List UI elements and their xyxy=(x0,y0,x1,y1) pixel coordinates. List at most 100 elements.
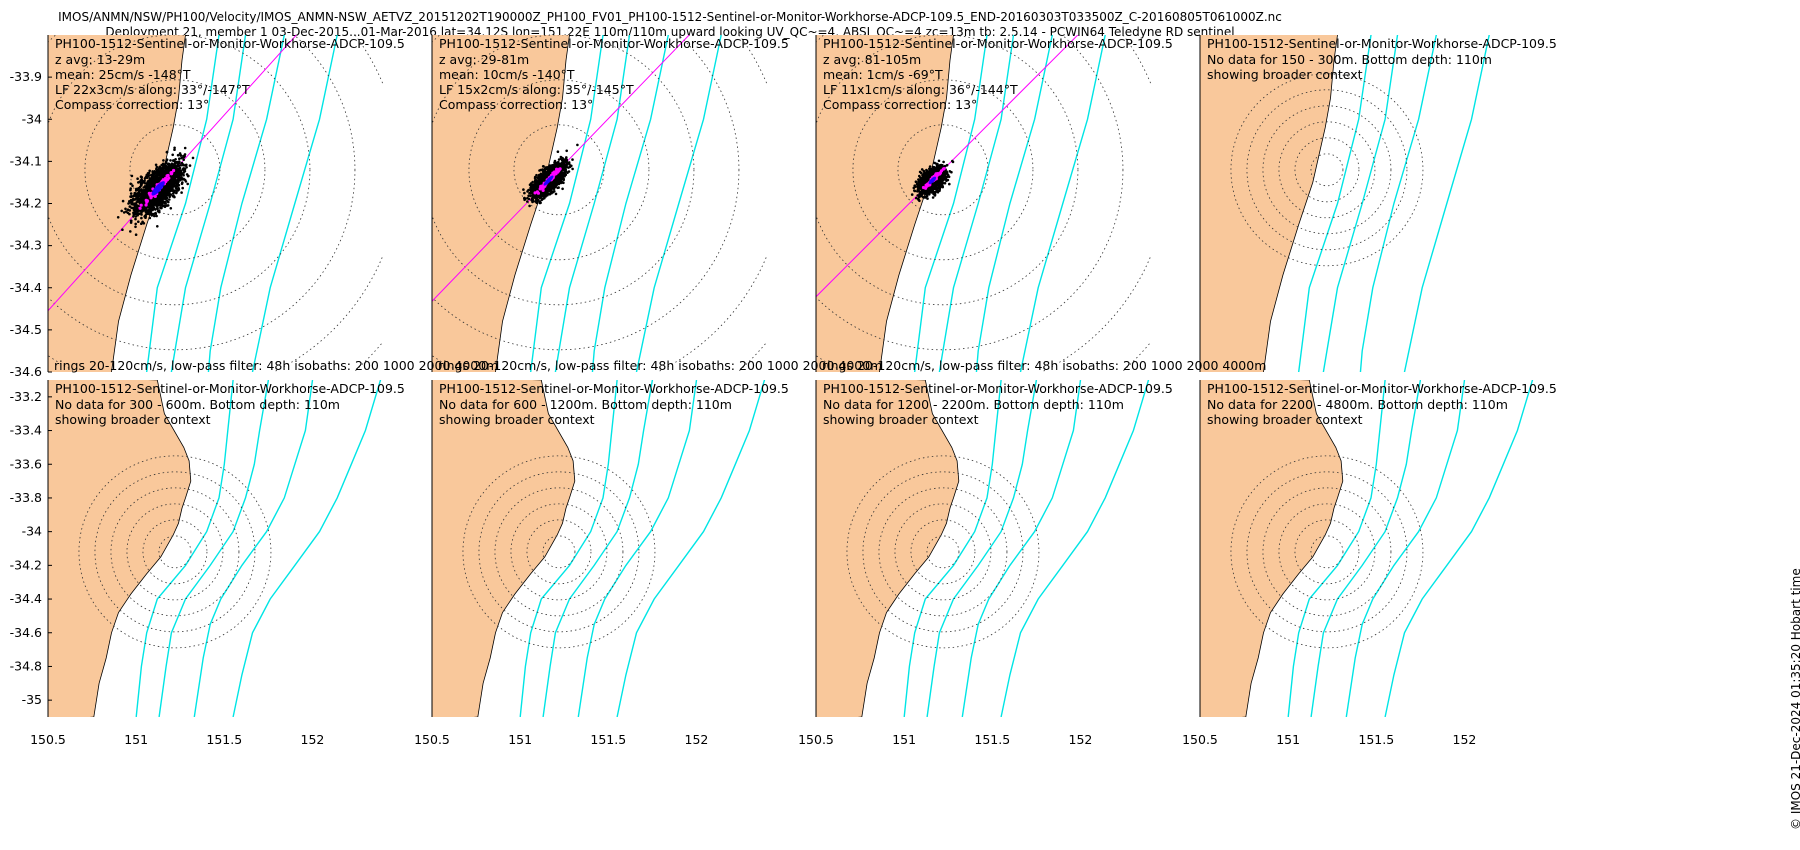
scatter-point xyxy=(155,214,158,218)
scatter-point xyxy=(136,177,139,180)
scatter-point xyxy=(181,186,184,190)
scatter-point xyxy=(129,187,132,190)
scatter-point xyxy=(186,182,189,186)
isobath-200m xyxy=(145,35,220,372)
scatter-point xyxy=(121,228,124,231)
lowpass-point xyxy=(144,198,148,202)
scatter-point xyxy=(129,221,133,224)
scatter-point xyxy=(571,167,574,171)
scatter-point xyxy=(134,222,137,226)
scatter-point xyxy=(535,179,538,183)
scatter-point xyxy=(176,170,179,173)
lowpass-point xyxy=(557,169,561,173)
lowpass-point xyxy=(539,185,543,189)
scatter-point xyxy=(172,183,175,187)
scatter-point xyxy=(170,187,174,191)
scatter-point xyxy=(562,175,565,178)
isobath-200m xyxy=(913,35,988,372)
scatter-point xyxy=(164,191,167,195)
scatter-point xyxy=(179,164,183,167)
scatter-point xyxy=(551,190,554,194)
scatter-point xyxy=(538,178,541,181)
variance-ellipse xyxy=(543,175,554,186)
isobath-2000m xyxy=(591,35,670,372)
scatter-point xyxy=(159,168,163,172)
scatter-point xyxy=(186,174,190,178)
figure-header-line1: IMOS/ANMN/NSW/PH100/Velocity/IMOS_ANMN-N… xyxy=(58,10,1282,24)
scatter-point xyxy=(134,202,137,206)
scatter-point xyxy=(164,171,167,175)
scatter-point xyxy=(179,153,182,157)
scatter-point xyxy=(177,164,180,168)
scatter-point xyxy=(176,153,180,157)
panel-info-line: Compass correction: 13° xyxy=(439,97,593,112)
scatter-point xyxy=(134,233,138,236)
speed-ring xyxy=(852,79,1034,261)
scatter-point xyxy=(129,192,133,195)
scatter-point xyxy=(148,184,152,188)
speed-ring xyxy=(48,35,311,306)
lowpass-point xyxy=(165,174,169,178)
scatter-point xyxy=(130,195,133,198)
scatter-point xyxy=(543,178,546,182)
scatter-point xyxy=(169,166,173,170)
scatter-point xyxy=(182,171,185,174)
scatter-point xyxy=(147,174,151,177)
scatter-point xyxy=(155,165,159,169)
isobath-2000m xyxy=(207,35,286,372)
scatter-point xyxy=(945,163,949,167)
scatter-point xyxy=(561,187,564,191)
scatter-point xyxy=(168,198,171,201)
scatter-point xyxy=(148,216,152,220)
scatter-point xyxy=(522,188,525,191)
scatter-point xyxy=(567,166,570,169)
land-mass xyxy=(48,35,186,372)
scatter-point xyxy=(920,168,924,171)
speed-ring xyxy=(816,35,1079,306)
lowpass-point xyxy=(139,203,143,207)
scatter-point xyxy=(540,194,543,197)
scatter-point xyxy=(140,213,143,216)
scatter-point xyxy=(523,196,526,200)
scatter-point xyxy=(171,174,174,178)
scatter-point xyxy=(188,164,192,167)
scatter-point xyxy=(138,189,141,192)
scatter-point xyxy=(161,190,164,194)
speed-ring xyxy=(897,124,989,216)
scatter-point xyxy=(532,187,535,191)
scatter-point xyxy=(153,202,157,206)
scatter-point xyxy=(553,159,557,163)
scatter-point xyxy=(140,222,143,225)
lowpass-point xyxy=(167,176,171,180)
scatter-point xyxy=(563,160,567,163)
speed-ring xyxy=(816,35,1124,351)
scatter-point xyxy=(169,207,173,210)
scatter-point xyxy=(159,206,162,210)
scatter-point xyxy=(136,188,139,191)
scatter-point xyxy=(128,201,132,204)
scatter-point xyxy=(533,175,537,179)
scatter-point xyxy=(555,165,558,168)
scatter-point xyxy=(566,162,569,165)
scatter-point xyxy=(541,165,545,168)
scatter-point xyxy=(183,169,186,172)
scatter-point xyxy=(544,166,548,169)
scatter-point xyxy=(128,212,131,216)
scatter-point xyxy=(146,209,149,213)
scatter-point xyxy=(153,181,156,184)
scatter-point xyxy=(152,212,155,216)
scatter-point xyxy=(181,163,185,166)
scatter-point xyxy=(182,158,185,162)
scatter-point xyxy=(566,171,569,174)
scatter-point xyxy=(159,196,163,200)
isobath-1000m xyxy=(170,35,247,372)
scatter-point xyxy=(542,195,546,198)
scatter-point xyxy=(125,210,128,213)
scatter-point xyxy=(167,165,170,168)
speed-ring xyxy=(48,35,356,351)
scatter-point xyxy=(557,163,561,166)
scatter-point xyxy=(156,206,159,210)
scatter-point xyxy=(165,158,169,161)
scatter-point xyxy=(557,160,560,164)
scatter-point xyxy=(550,184,553,188)
